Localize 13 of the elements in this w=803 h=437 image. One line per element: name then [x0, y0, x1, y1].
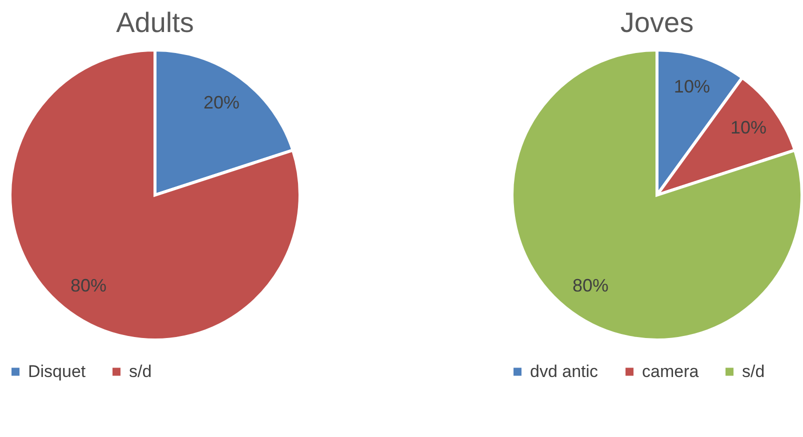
chart-title: Joves: [620, 7, 694, 38]
data-label: 80%: [572, 276, 609, 296]
legend-label: camera: [642, 362, 700, 381]
legend-label: Disquet: [28, 362, 86, 381]
data-label: 10%: [674, 76, 710, 96]
data-label: 20%: [203, 92, 240, 112]
data-label: 10%: [730, 118, 767, 138]
data-label: 80%: [70, 276, 107, 296]
legend-label: dvd antic: [530, 362, 599, 381]
pie-slice: [8, 48, 302, 342]
legend-label: s/d: [129, 362, 152, 381]
legend-label: s/d: [742, 362, 765, 381]
chart-title: Adults: [116, 7, 194, 38]
